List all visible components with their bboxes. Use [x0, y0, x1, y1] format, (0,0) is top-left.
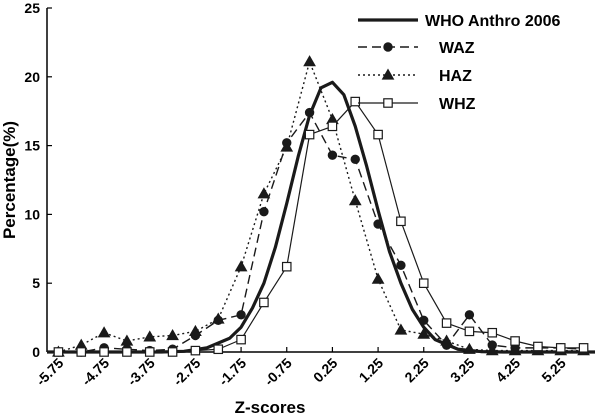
data-point-square	[396, 216, 406, 227]
data-point-square	[327, 121, 338, 132]
data-point-triangle	[394, 323, 408, 335]
legend: WHO Anthro 2006 WAZ HAZ WHZ	[358, 13, 561, 113]
x-tick-label: 5.25	[538, 355, 569, 386]
data-point-triangle	[303, 55, 316, 67]
data-point-circle	[304, 107, 315, 118]
data-point-circle	[396, 260, 406, 271]
data-point-square	[190, 345, 201, 356]
x-tick-label: -1.75	[215, 355, 249, 389]
data-point-square	[304, 129, 315, 140]
x-tick-label: 2.25	[401, 355, 432, 386]
x-tick-label: -4.75	[78, 355, 112, 389]
data-point-circle	[259, 206, 269, 217]
data-point-triangle	[143, 330, 157, 342]
series-layer	[47, 55, 595, 357]
y-tick-label: 0	[32, 344, 40, 360]
series-2	[52, 55, 590, 357]
legend-circle-marker	[383, 42, 393, 52]
legend-label: HAZ	[439, 68, 472, 85]
data-point-square	[350, 96, 361, 107]
x-tick-label: 4.25	[493, 355, 524, 386]
data-point-square	[213, 344, 224, 355]
y-tick-label: 25	[24, 0, 40, 16]
series-0	[47, 80, 595, 354]
x-tick-label: -3.75	[124, 355, 158, 389]
legend-label: WHZ	[439, 96, 476, 113]
data-point-triangle	[417, 327, 431, 339]
series-line	[47, 80, 595, 354]
legend-triangle-marker	[381, 68, 395, 80]
y-tick-label: 20	[24, 69, 40, 85]
series-line	[58, 60, 584, 353]
data-point-triangle	[189, 324, 202, 336]
data-point-square	[555, 343, 566, 353]
data-point-triangle	[97, 326, 111, 338]
series-3	[53, 96, 589, 357]
x-tick-label: -0.75	[261, 355, 295, 389]
legend-item: WAZ	[358, 40, 475, 57]
legend-label: WHO Anthro 2006	[425, 13, 561, 30]
data-point-square	[167, 347, 178, 357]
legend-item: WHO Anthro 2006	[358, 13, 561, 30]
y-tick-label: 15	[24, 138, 40, 154]
y-axis-title: Percentage(%)	[0, 121, 19, 239]
data-point-triangle	[280, 140, 294, 152]
data-point-triangle	[508, 344, 522, 356]
data-point-triangle	[463, 342, 476, 354]
data-point-square	[122, 347, 132, 357]
data-point-circle	[350, 154, 360, 165]
legend-label: WAZ	[439, 40, 475, 57]
data-point-square	[418, 278, 429, 288]
data-point-square	[53, 347, 64, 357]
data-point-square	[99, 347, 109, 357]
data-point-circle	[236, 310, 246, 320]
data-point-circle	[419, 315, 429, 326]
data-point-triangle	[485, 344, 499, 356]
data-point-triangle	[440, 334, 453, 346]
data-point-triangle	[234, 260, 248, 272]
data-point-circle	[464, 310, 475, 320]
legend-item: WHZ	[358, 96, 476, 113]
data-point-triangle	[257, 187, 271, 199]
data-point-square	[487, 327, 498, 338]
data-point-square	[236, 334, 246, 345]
data-point-triangle	[348, 194, 362, 206]
data-point-triangle	[120, 334, 134, 346]
chart-axes	[46, 8, 595, 353]
y-tick-label: 5	[32, 275, 40, 291]
data-point-square	[578, 343, 589, 353]
data-point-triangle	[211, 312, 225, 324]
data-point-square	[533, 341, 543, 352]
data-point-square	[464, 326, 475, 337]
series-line	[58, 111, 584, 353]
x-tick-label: 3.25	[447, 355, 478, 386]
data-point-circle	[327, 150, 338, 160]
data-point-square	[441, 318, 452, 328]
data-point-square	[144, 347, 155, 357]
data-point-square	[373, 129, 383, 140]
x-axis-title: Z-scores	[235, 398, 306, 417]
series-1	[53, 107, 589, 357]
series-line	[58, 100, 584, 353]
legend-item: HAZ	[358, 68, 472, 85]
data-point-square	[76, 347, 87, 357]
x-tick-label: -2.75	[170, 355, 204, 389]
legend-square-marker	[383, 98, 393, 108]
data-point-triangle	[166, 328, 179, 341]
y-tick-label: 10	[24, 206, 40, 222]
data-point-square	[281, 261, 292, 272]
data-point-triangle	[371, 272, 385, 284]
x-tick-label: 0.25	[310, 355, 341, 386]
data-point-circle	[373, 219, 383, 229]
data-point-square	[510, 336, 520, 346]
data-point-square	[259, 297, 269, 308]
x-tick-label: 1.25	[356, 355, 387, 386]
